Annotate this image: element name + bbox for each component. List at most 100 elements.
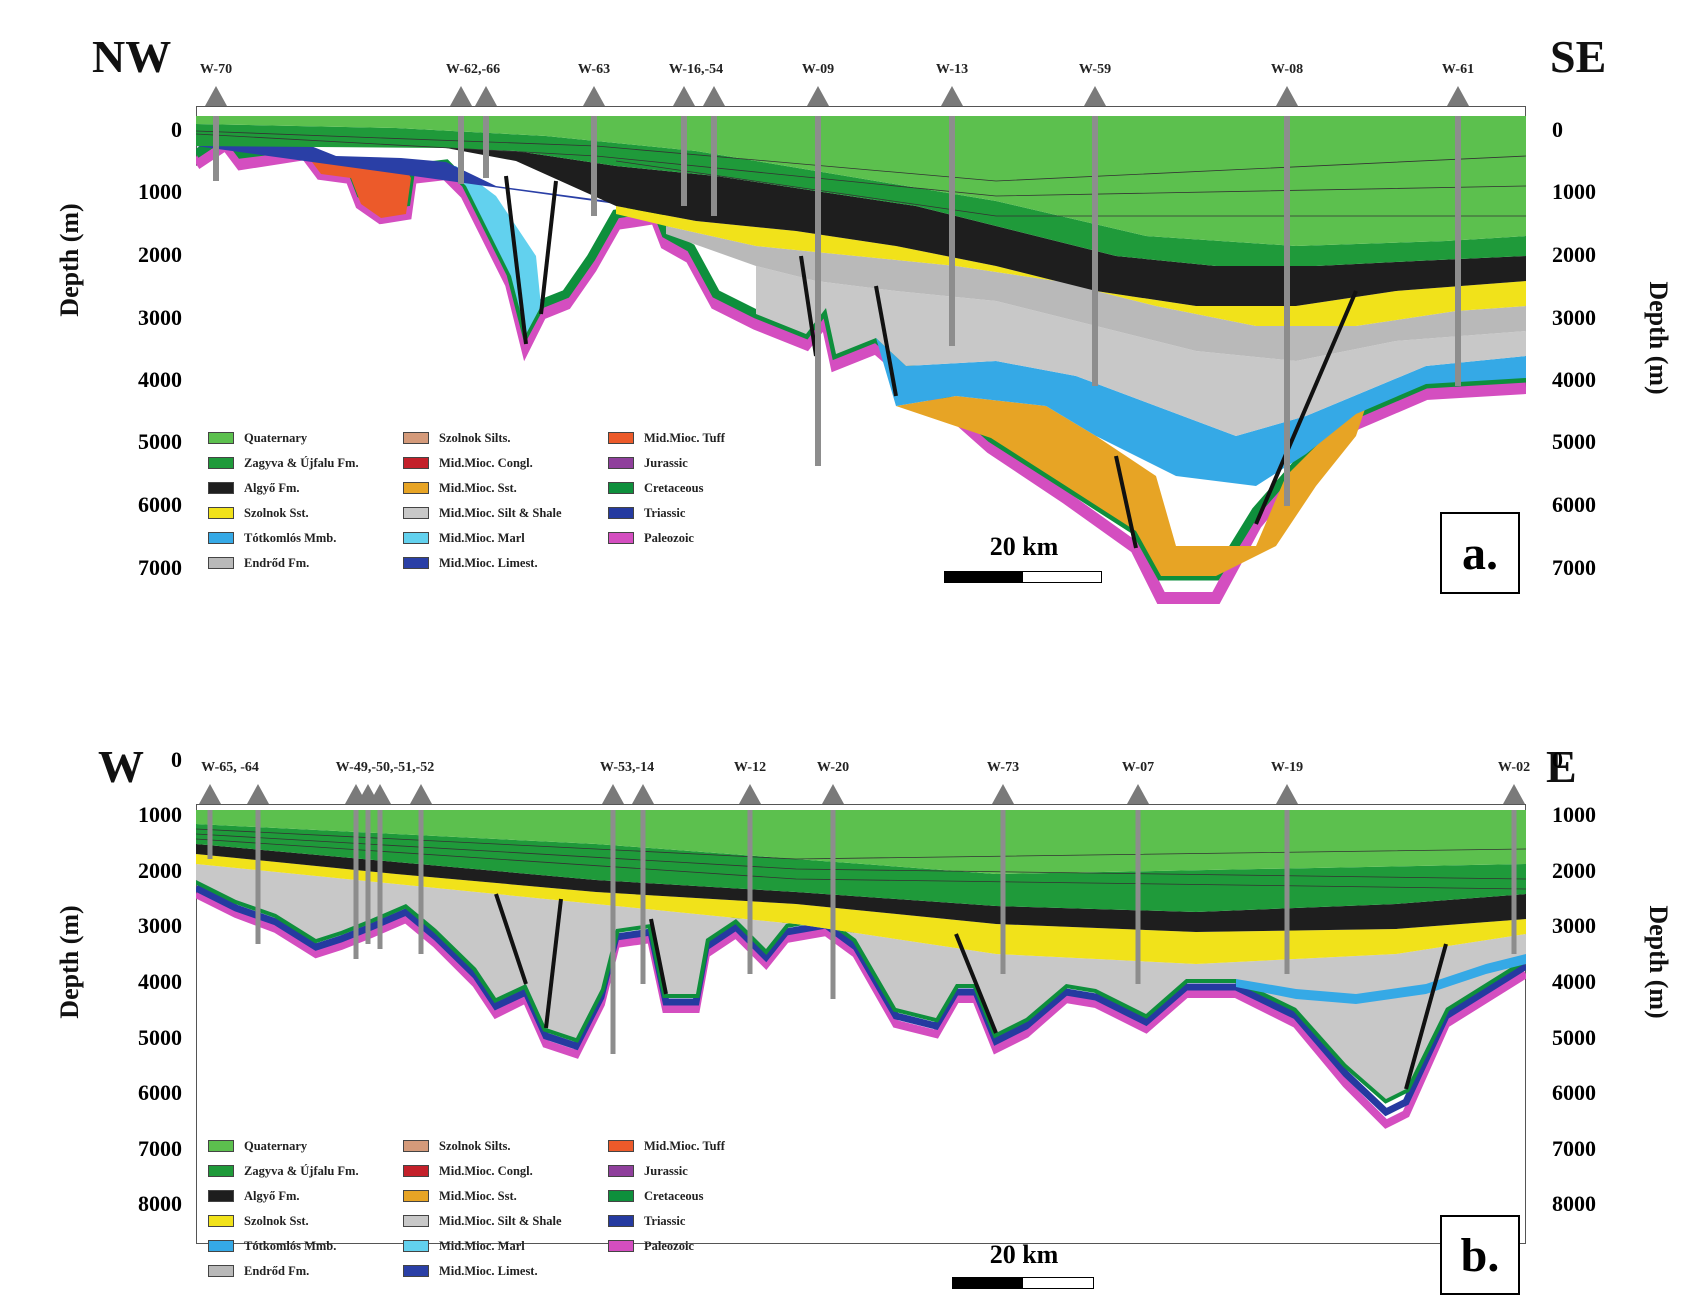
- scale-bar: [952, 1277, 1094, 1289]
- legend-item: Zagyva & Újfalu Fm.: [208, 1163, 359, 1179]
- legend-item: Szolnok Sst.: [208, 1213, 309, 1229]
- legend-item: Algyő Fm.: [208, 480, 300, 496]
- legend-swatch: [608, 1140, 634, 1152]
- legend-item: Szolnok Silts.: [403, 430, 511, 446]
- depth-tick-left: 8000: [138, 1191, 182, 1216]
- well-label: W-62,-66: [445, 62, 501, 77]
- legend-swatch: [403, 532, 429, 544]
- depth-tick-right: 2000: [1552, 242, 1596, 267]
- depth-tick-right: 7000: [1552, 1136, 1596, 1161]
- well-label: W-13: [935, 62, 969, 77]
- legend-label: Mid.Mioc. Limest.: [439, 555, 538, 570]
- depth-axis-title-left: Depth (m): [55, 905, 84, 1019]
- legend-label: Mid.Mioc. Sst.: [439, 1188, 517, 1203]
- panel-label: a.: [1440, 512, 1520, 594]
- legend-label: Szolnok Sst.: [244, 505, 309, 520]
- well-label: W-73: [986, 760, 1020, 775]
- legend-swatch: [403, 1240, 429, 1252]
- direction-right-label: SE: [1550, 31, 1607, 82]
- legend-swatch: [403, 482, 429, 494]
- legend-swatch: [208, 482, 234, 494]
- legend-item: Mid.Mioc. Silt & Shale: [403, 1213, 562, 1229]
- legend-item: Endrőd Fm.: [208, 1263, 309, 1279]
- well-label: W-20: [816, 760, 850, 775]
- well-label: W-09: [801, 62, 835, 77]
- legend-swatch: [608, 1240, 634, 1252]
- depth-tick-left: 7000: [138, 555, 182, 580]
- legend-swatch: [403, 1190, 429, 1202]
- legend-label: Szolnok Silts.: [439, 430, 511, 445]
- legend-label: Paleozoic: [644, 1238, 694, 1253]
- legend-item: Mid.Mioc. Silt & Shale: [403, 505, 562, 521]
- depth-tick-left: 2000: [138, 242, 182, 267]
- legend-label: Algyő Fm.: [244, 1188, 300, 1203]
- legend-item: Endrőd Fm.: [208, 555, 309, 571]
- legend-item: Mid.Mioc. Congl.: [403, 1163, 533, 1179]
- well-marker-icon: [992, 784, 1014, 804]
- depth-tick-right: 2000: [1552, 858, 1596, 883]
- legend-item: Cretaceous: [608, 1188, 703, 1204]
- legend-label: Algyő Fm.: [244, 480, 300, 495]
- legend-swatch: [403, 557, 429, 569]
- well-marker-icon: [602, 784, 624, 804]
- well-marker-icon: [632, 784, 654, 804]
- well-marker-icon: [1084, 86, 1106, 106]
- legend-item: Mid.Mioc. Marl: [403, 530, 525, 546]
- legend-swatch: [208, 507, 234, 519]
- legend-swatch: [403, 1265, 429, 1277]
- well-label: W-61: [1441, 62, 1475, 77]
- depth-tick-left: 3000: [138, 913, 182, 938]
- legend-item: Mid.Mioc. Limest.: [403, 1263, 538, 1279]
- legend-swatch: [208, 532, 234, 544]
- legend-label: Szolnok Silts.: [439, 1138, 511, 1153]
- legend-item: Szolnok Silts.: [403, 1138, 511, 1154]
- legend-swatch: [608, 1215, 634, 1227]
- legend-item: Paleozoic: [608, 530, 694, 546]
- depth-tick-left: 6000: [138, 1080, 182, 1105]
- legend-item: Cretaceous: [608, 480, 703, 496]
- legend-item: Mid.Mioc. Limest.: [403, 555, 538, 571]
- well-label: W-59: [1078, 62, 1112, 77]
- depth-axis-title-right: Depth (m): [1644, 281, 1673, 395]
- legend-swatch: [403, 1165, 429, 1177]
- legend-item: Mid.Mioc. Sst.: [403, 480, 517, 496]
- legend-label: Zagyva & Újfalu Fm.: [244, 455, 359, 470]
- well-marker-icon: [822, 784, 844, 804]
- direction-right-label: E: [1546, 741, 1577, 792]
- legend-label: Mid.Mioc. Sst.: [439, 480, 517, 495]
- legend-swatch: [608, 1165, 634, 1177]
- legend-item: Zagyva & Újfalu Fm.: [208, 455, 359, 471]
- well-label: W-53,-14: [599, 760, 655, 775]
- depth-tick-right: 7000: [1552, 555, 1596, 580]
- legend-item: Mid.Mioc. Tuff: [608, 1138, 725, 1154]
- legend-label: Triassic: [644, 505, 686, 520]
- legend-item: Tótkomlós Mmb.: [208, 1238, 336, 1254]
- well-label: W-63: [577, 62, 611, 77]
- well-marker-icon: [199, 784, 221, 804]
- legend-label: Mid.Mioc. Congl.: [439, 1163, 533, 1178]
- legend-label: Tótkomlós Mmb.: [244, 530, 337, 545]
- legend-label: Triassic: [644, 1213, 686, 1228]
- legend-item: Triassic: [608, 505, 685, 521]
- legend: Quaternary Zagyva & Újfalu Fm. Algyő Fm.…: [208, 430, 768, 590]
- depth-tick-right: 4000: [1552, 367, 1596, 392]
- legend-item: Quaternary: [208, 1138, 307, 1154]
- well-marker-icon: [739, 784, 761, 804]
- depth-tick-left: 0: [171, 747, 182, 772]
- depth-tick-right: 5000: [1552, 429, 1596, 454]
- depth-tick-left: 5000: [138, 429, 182, 454]
- well-marker-icon: [1127, 784, 1149, 804]
- depth-tick-left: 6000: [138, 492, 182, 517]
- legend-swatch: [208, 457, 234, 469]
- well-marker-icon: [1447, 86, 1469, 106]
- legend: Quaternary Zagyva & Újfalu Fm. Algyő Fm.…: [208, 1138, 768, 1298]
- legend-label: Cretaceous: [644, 480, 704, 495]
- depth-tick-right: 8000: [1552, 1191, 1596, 1216]
- well-marker-icon: [205, 86, 227, 106]
- legend-swatch: [608, 482, 634, 494]
- legend-label: Mid.Mioc. Marl: [439, 530, 525, 545]
- depth-tick-left: 1000: [138, 802, 182, 827]
- legend-item: Paleozoic: [608, 1238, 694, 1254]
- depth-tick-left: 4000: [138, 969, 182, 994]
- well-marker-icon: [475, 86, 497, 106]
